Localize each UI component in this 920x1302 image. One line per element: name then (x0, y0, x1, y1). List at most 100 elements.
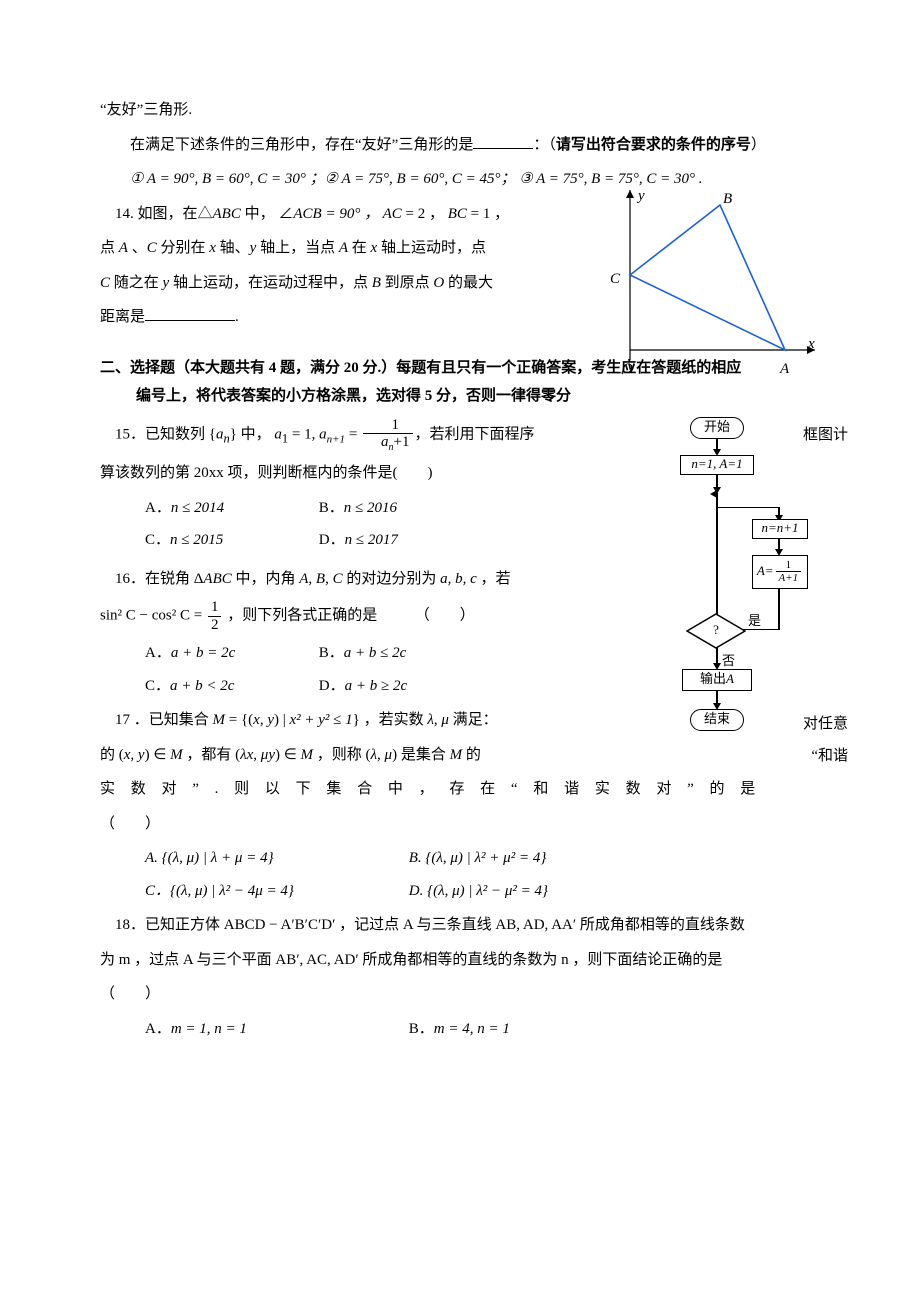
q17-l4: （ ） (100, 810, 840, 839)
t: a + b = 2c (171, 645, 235, 661)
t: ，若 (477, 571, 511, 587)
t: M (450, 747, 463, 763)
t: } 中， (230, 426, 275, 442)
q17-row2: C．{(λ, μ) | λ² − 4μ = 4} D. {(λ, μ) | λ²… (145, 877, 840, 906)
lbl-O: O (622, 355, 633, 384)
intro-tail: “友好”三角形. (100, 96, 840, 125)
t: 的对边分别为 (343, 571, 441, 587)
t: = 2 ， (402, 206, 448, 222)
t: . (235, 309, 239, 325)
t: 轴上运动时，点 (377, 240, 486, 256)
t: O (433, 275, 444, 291)
t: = {( (225, 712, 253, 728)
fc-yes: 是 (748, 609, 761, 634)
t: x, y (253, 712, 274, 728)
t: 距离是 (100, 309, 145, 325)
t: λ, μ (427, 712, 449, 728)
t: a (381, 434, 389, 450)
t: a (319, 426, 327, 442)
q16-stem2: sin² C − cos² C = 12 ，则下列各式正确的是 （ ） (100, 599, 600, 633)
t: x² + y² ≤ 1 (290, 712, 353, 728)
t: 17 ．已知集合 (115, 712, 213, 728)
t: = (345, 426, 361, 442)
t: λ, μ (371, 747, 393, 763)
t: C． (145, 532, 170, 548)
fc-init: n=1, A=1 (680, 455, 754, 475)
t: n+1 (327, 433, 345, 445)
t: ，则称 ( (313, 747, 371, 763)
t: 1 (208, 599, 222, 617)
lbl-C: C (610, 265, 620, 294)
t: 16．在锐角 Δ (115, 571, 203, 587)
fc-out: 输出A (682, 669, 752, 691)
t: ) ∈ (275, 747, 301, 763)
t: n ≤ 2015 (170, 532, 223, 548)
t: } ，若实数 (353, 712, 428, 728)
t: 的 (462, 747, 481, 763)
t: ) 是集合 (392, 747, 450, 763)
q13-stem-c: ） (751, 137, 766, 153)
t: 2 (208, 617, 222, 634)
lbl-A: A (780, 355, 789, 384)
t: 在 (348, 240, 371, 256)
t: n ≤ 2017 (345, 532, 398, 548)
q17-l1: 17 ．已知集合 M = {(x, y) | x² + y² ≤ 1} ，若实数… (100, 706, 610, 735)
q14-l1: 14. 如图，在△ABC 中， ∠ACB = 90° ， AC = 2 ， BC… (100, 200, 530, 229)
t: ABC (213, 206, 241, 222)
t: 的 ( (100, 747, 124, 763)
t: M (301, 747, 314, 763)
t: x, y (124, 747, 145, 763)
q16-row2: C．a + b < 2c D．a + b ≥ 2c (145, 672, 600, 701)
t: = 1, (288, 426, 319, 442)
t: A+1 (776, 572, 802, 584)
q14-l3: C 随之在 y 轴上运动，在运动过程中，点 B 到原点 O 的最大 (100, 269, 530, 298)
t: B (372, 275, 381, 291)
triangle-svg (590, 180, 830, 380)
t: +1 (394, 434, 410, 450)
q17-row1: A. {(λ, μ) | λ + μ = 4} B. {(λ, μ) | λ² … (145, 844, 840, 873)
side-q17b: “和谐 (811, 742, 848, 771)
q18-row1: A．m = 1, n = 1 B．m = 4, n = 1 (145, 1015, 840, 1044)
t: 中， ∠ (241, 206, 294, 222)
q15-row2: C．n ≤ 2015 D．n ≤ 2017 (145, 526, 600, 555)
t: 的最大 (444, 275, 493, 291)
t: C． (145, 678, 170, 694)
t: a (274, 426, 282, 442)
q16-row1: A．a + b = 2c B．a + b ≤ 2c (145, 639, 600, 668)
t: 、 (128, 240, 147, 256)
fc-inc: n=n+1 (752, 519, 808, 539)
t: A． (145, 1021, 171, 1037)
fc-start: 开始 (690, 417, 744, 439)
q14-l2: 点 A 、C 分别在 x 轴、y 轴上，当点 A 在 x 轴上运动时，点 (100, 234, 530, 263)
t: 轴、 (216, 240, 250, 256)
q17-block: 17 ．已知集合 M = {(x, y) | x² + y² ≤ 1} ，若实数… (100, 706, 840, 905)
t: n ≤ 2016 (344, 500, 397, 516)
q15-stem2: 算该数列的第 20xx 项，则判断框内的条件是( ) (100, 459, 600, 488)
t: sin² C − cos² C = (100, 607, 206, 623)
t: 满足： (449, 712, 498, 728)
q15-row1: A．n ≤ 2014 B．n ≤ 2016 (145, 494, 600, 523)
q17-l2: 的 (x, y) ∈ M ，都有 (λx, μy) ∈ M ，则称 (λ, μ)… (100, 741, 610, 770)
fc-upd: A=1A+1 (752, 555, 808, 589)
t: 点 (100, 240, 119, 256)
lbl-B: B (723, 185, 732, 214)
q18-l2: 为 m ，过点 A 与三个平面 AB′, AC, AD′ 所成角都相等的直线的条… (100, 946, 840, 975)
q18-l3: （ ） (100, 980, 840, 1009)
q17-C: C．{(λ, μ) | λ² − 4μ = 4} (145, 877, 405, 906)
t: B． (319, 500, 344, 516)
t: 轴上，当点 (256, 240, 339, 256)
t: D． (319, 678, 345, 694)
t: 为 m ，过点 A 与三个平面 AB′, AC, AD′ 所成角都相等的直线的条… (100, 952, 722, 968)
t: = 90° ， (322, 206, 383, 222)
q18-l1: 18．已知正方体 ABCD − A′B′C′D′ ，记过点 A 与三条直线 AB… (100, 911, 840, 940)
section2-sub: 编号上，将代表答案的小方格涂黑，选对得 5 分，否则一律得零分 (136, 382, 840, 411)
q15-stem: 15．已知数列 {an} 中， a1 = 1, an+1 = 1an+1，若利用… (100, 417, 600, 454)
t: 到原点 (381, 275, 434, 291)
t: M (213, 712, 226, 728)
t: A． (145, 645, 171, 661)
lbl-y: y (638, 182, 645, 211)
q14-blank (145, 305, 235, 321)
q13-stem: 在满足下述条件的三角形中，存在“友好”三角形的是：（请写出符合要求的条件的序号） (100, 131, 840, 160)
t: 分别在 (157, 240, 210, 256)
t: A． (145, 500, 171, 516)
